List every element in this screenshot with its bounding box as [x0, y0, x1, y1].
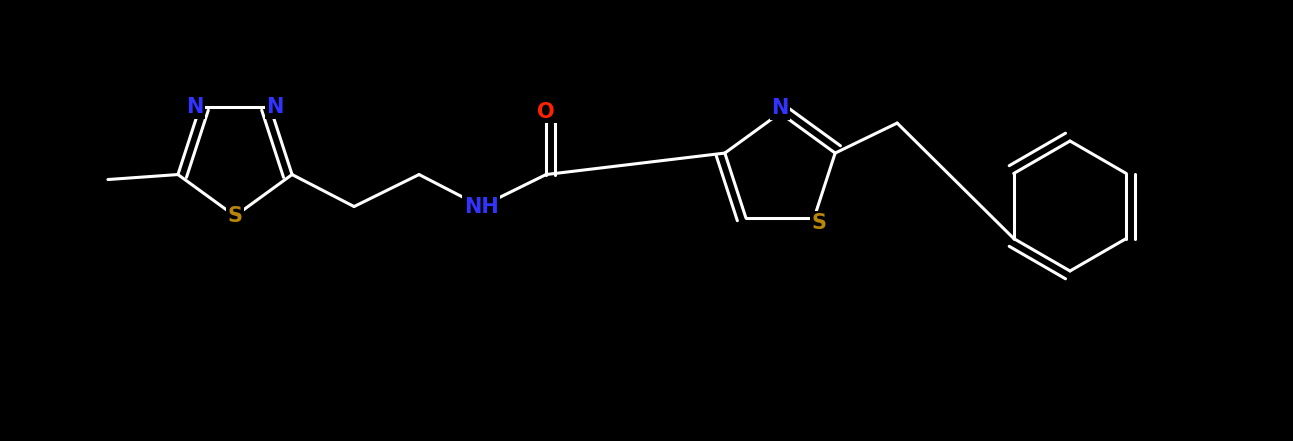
Text: N: N [772, 98, 789, 118]
Text: NH: NH [464, 197, 498, 217]
Text: O: O [538, 101, 555, 122]
Text: N: N [266, 97, 284, 117]
Text: N: N [186, 97, 203, 117]
Text: S: S [812, 213, 826, 233]
Text: S: S [228, 206, 243, 226]
